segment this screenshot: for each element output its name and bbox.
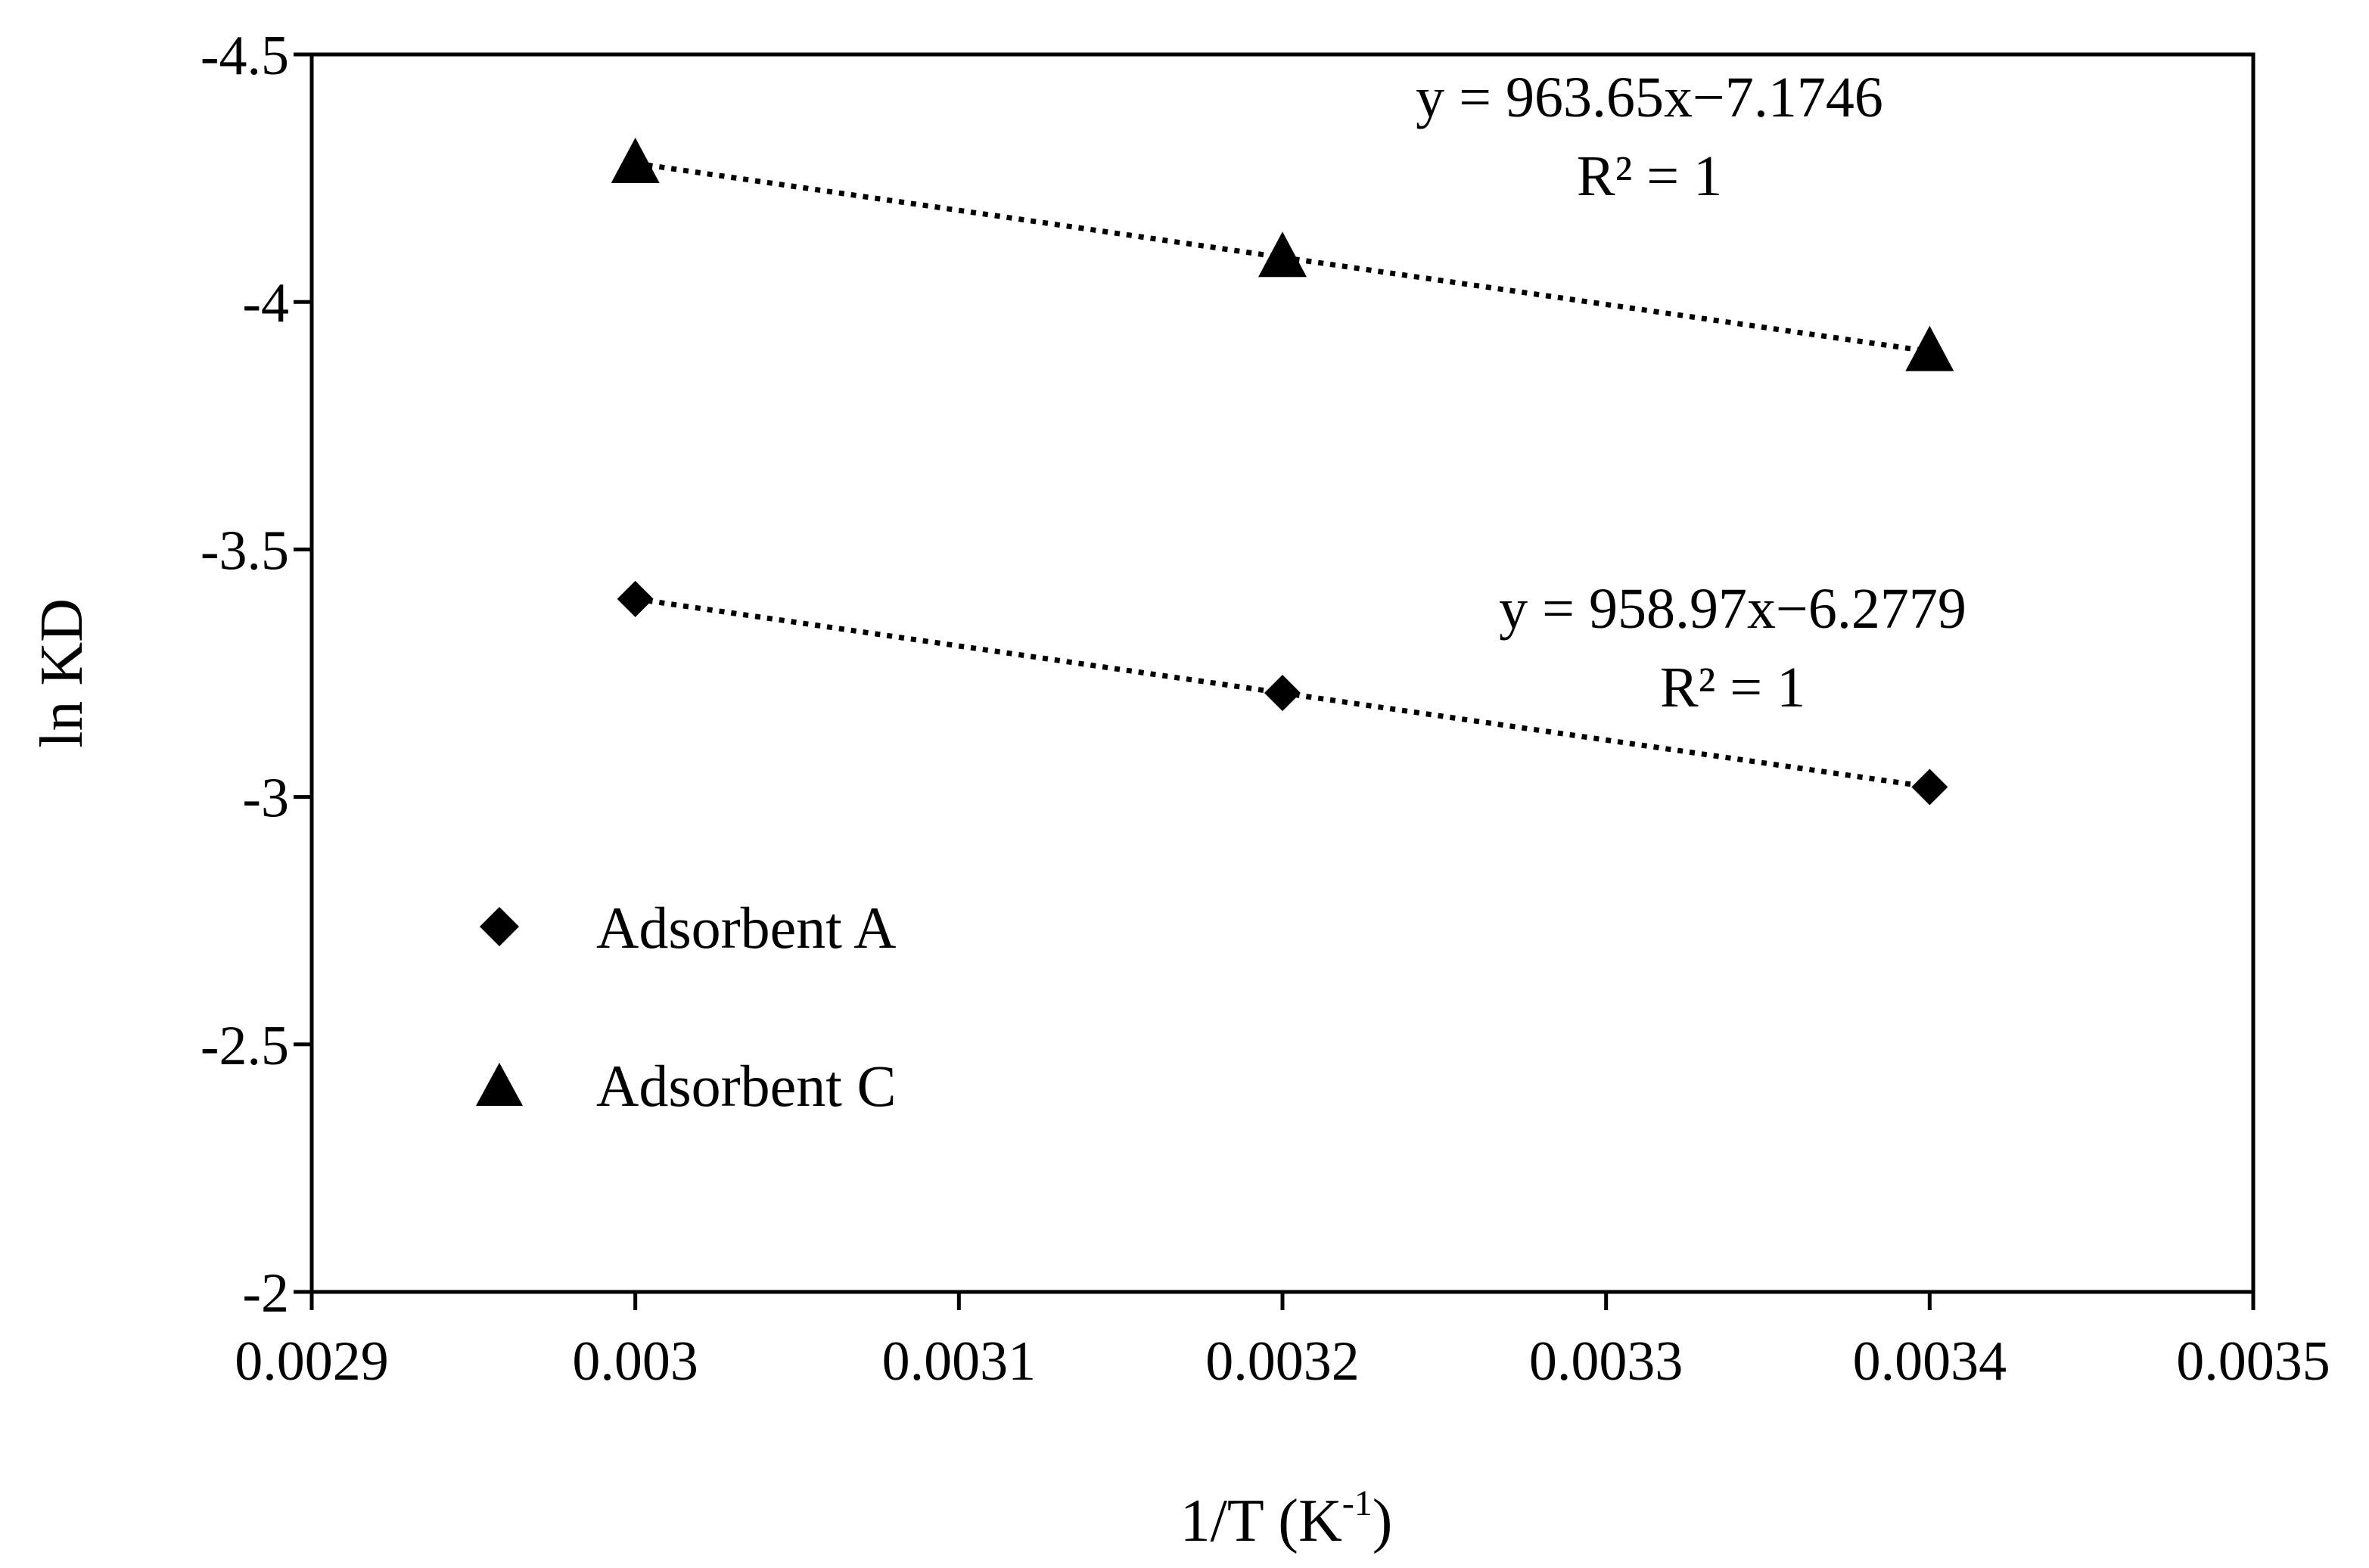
legend-marker-triangle [476,1063,523,1106]
y-tick-label: -3 [242,768,289,830]
legend: Adsorbent A Adsorbent C [476,895,896,1119]
y-tick-label: -3.5 [201,520,289,582]
point-adsorbent-a [1911,768,1948,806]
legend-marker-diamond [480,907,519,946]
x-tick-label: 0.003 [572,1330,698,1393]
equation-adsorbent-a: y = 958.97x−6.2779 [1499,577,1966,641]
y-tick-label: -2 [242,1262,289,1324]
x-tick-label: 0.0035 [2176,1330,2330,1393]
y-axis-ticks: -2 -2.5 -3 -3.5 -4 -4.5 [201,25,312,1324]
legend-label-adsorbent-a: Adsorbent A [596,895,896,961]
data-points [611,137,1954,806]
legend-label-adsorbent-c: Adsorbent C [596,1053,896,1119]
r2-adsorbent-a: R² = 1 [1660,656,1805,719]
y-axis-title: ln KD [29,598,95,748]
x-tick-label: 0.0034 [1853,1330,2007,1393]
equation-adsorbent-c: y = 963.65x−7.1746 [1416,66,1883,129]
y-tick-label: -4 [242,272,289,334]
point-adsorbent-a [1264,675,1301,712]
x-axis-title: 1/T (K-1) [1180,1483,1393,1554]
x-tick-label: 0.0032 [1205,1330,1360,1393]
point-adsorbent-a [617,580,654,617]
y-tick-label: -4.5 [201,25,289,87]
x-tick-label: 0.0029 [235,1330,389,1393]
x-tick-label: 0.0033 [1529,1330,1683,1393]
point-adsorbent-c [1905,325,1954,371]
x-tick-label: 0.0031 [882,1330,1037,1393]
x-axis-ticks: 0.0029 0.003 0.0031 0.0032 0.0033 0.0034 0.003… [235,1292,2330,1393]
point-adsorbent-c [1258,231,1307,278]
y-tick-label: -2.5 [201,1015,289,1077]
r2-adsorbent-c: R² = 1 [1577,144,1722,208]
point-adsorbent-c [611,137,660,183]
